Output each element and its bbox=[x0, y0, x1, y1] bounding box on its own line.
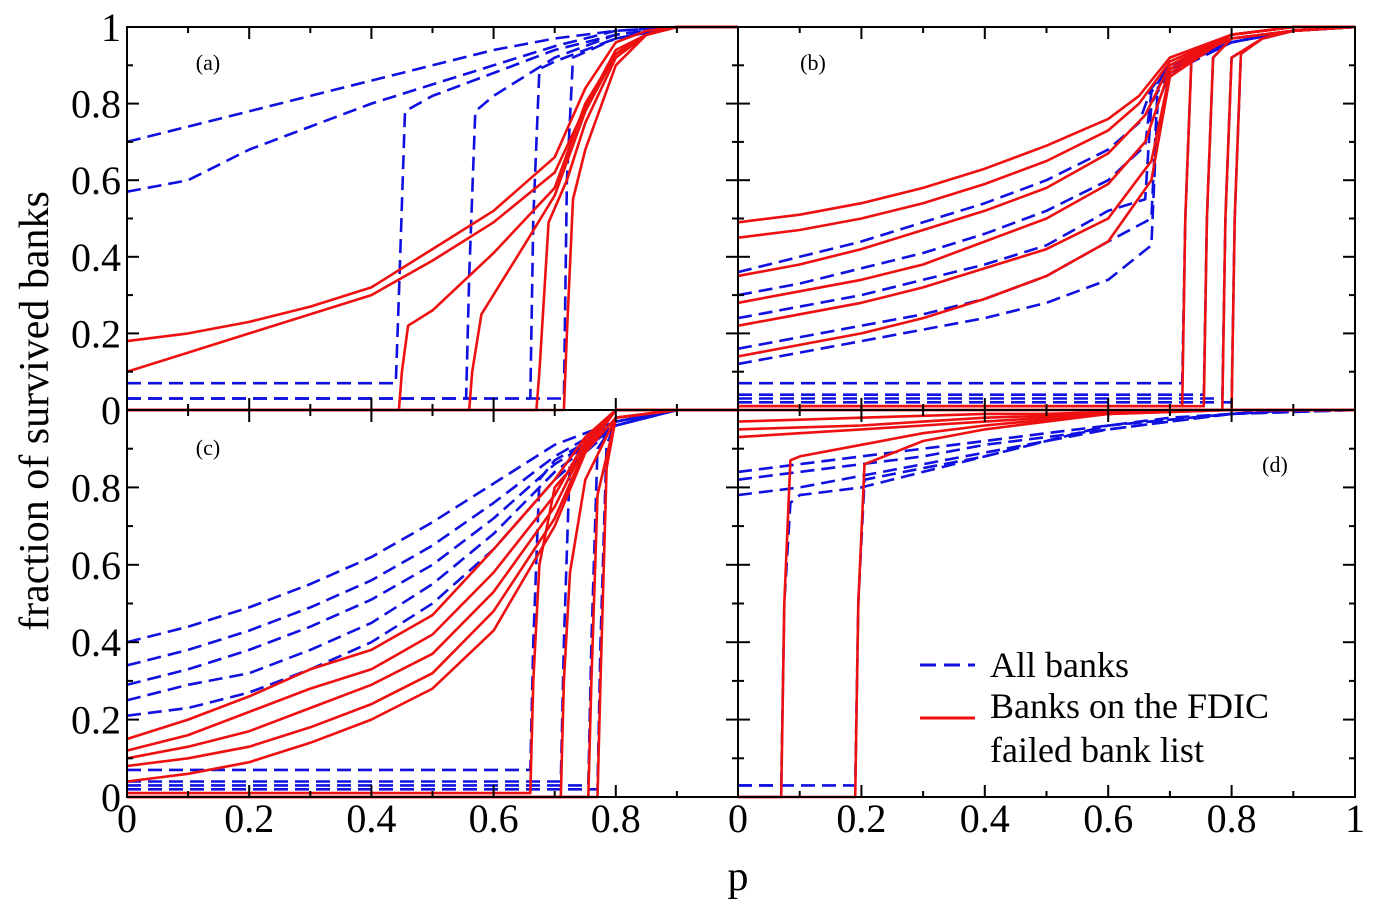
y-tick-label: 0.8 bbox=[71, 82, 121, 127]
x-tick-label: 0.8 bbox=[1207, 796, 1257, 841]
series-all-banks-6 bbox=[127, 408, 738, 783]
panel-2: 0 0.2 0.4 0.6 0.8 0 0.2 0.4 0.6 0.8 (c) bbox=[71, 408, 739, 841]
y-tick-label: 0.8 bbox=[71, 465, 121, 510]
x-tick-label: 0 bbox=[728, 796, 748, 841]
series-all-banks-7 bbox=[738, 25, 1355, 400]
series-all-banks-0 bbox=[738, 25, 1355, 274]
y-tick-label: 0 bbox=[101, 388, 121, 433]
y-tick-label: 0.6 bbox=[71, 543, 121, 588]
series-all-banks-1 bbox=[127, 25, 738, 193]
series-all-banks-7 bbox=[127, 408, 738, 787]
series-fdic-failed-9 bbox=[738, 25, 1355, 224]
series-fdic-failed-15 bbox=[738, 25, 1355, 408]
x-tick-label: 0.6 bbox=[469, 796, 519, 841]
series-fdic-failed-11 bbox=[127, 25, 738, 412]
panel-label: (a) bbox=[196, 50, 220, 75]
panel-3: 0 0.2 0.4 0.6 0.8 1 (d) bbox=[728, 408, 1365, 841]
panel-1: (b) bbox=[737, 25, 1356, 412]
series-group bbox=[127, 25, 738, 412]
series-all-banks-5 bbox=[738, 25, 1355, 385]
series-group bbox=[738, 25, 1355, 412]
series-fdic-failed-14 bbox=[738, 25, 1355, 358]
x-tick-label: 0.2 bbox=[224, 796, 274, 841]
x-tick-label: 0.6 bbox=[1083, 796, 1133, 841]
x-tick-label: 0.4 bbox=[960, 796, 1010, 841]
legend-label-all-banks: All banks bbox=[990, 645, 1129, 685]
legend-label-fdic-failed-line2: failed bank list bbox=[990, 730, 1204, 770]
y-tick-label: 0 bbox=[101, 775, 121, 820]
series-fdic-failed-13 bbox=[738, 25, 1355, 327]
series-fdic-failed-11 bbox=[738, 25, 1355, 278]
series-fdic-failed-10 bbox=[738, 25, 1355, 239]
x-tick-label: 0.2 bbox=[836, 796, 886, 841]
legend: All banks Banks on the FDIC failed bank … bbox=[920, 645, 1269, 770]
series-all-banks-2 bbox=[738, 25, 1355, 320]
series-fdic-failed-9 bbox=[738, 408, 1355, 799]
x-tick-label: 0.8 bbox=[591, 796, 641, 841]
y-tick-label: 0.2 bbox=[71, 698, 121, 743]
series-fdic-failed-6 bbox=[127, 25, 738, 343]
x-tick-label: 0.4 bbox=[346, 796, 396, 841]
series-fdic-failed-12 bbox=[127, 408, 738, 768]
panel-label: (c) bbox=[196, 435, 220, 460]
series-all-banks-4 bbox=[738, 408, 1355, 787]
x-axis-title: p bbox=[728, 854, 749, 900]
y-tick-label: 1 bbox=[101, 5, 121, 50]
series-fdic-failed-7 bbox=[127, 25, 738, 373]
series-fdic-failed-12 bbox=[738, 25, 1355, 305]
series-group bbox=[127, 408, 738, 799]
panel-label: (d) bbox=[1262, 452, 1288, 477]
y-tick-label: 0.4 bbox=[71, 620, 121, 665]
series-all-banks-5 bbox=[127, 408, 738, 772]
series-fdic-failed-11 bbox=[127, 408, 738, 760]
series-group bbox=[738, 408, 1355, 799]
series-all-banks-8 bbox=[127, 408, 738, 791]
y-tick-label: 0.4 bbox=[71, 235, 121, 280]
y-axis-title: fraction of survived banks bbox=[12, 191, 58, 631]
x-tick-label: 0 bbox=[117, 796, 137, 841]
series-fdic-failed-14 bbox=[127, 408, 738, 795]
y-tick-label: 0.6 bbox=[71, 158, 121, 203]
series-fdic-failed-16 bbox=[738, 25, 1355, 408]
series-all-banks-2 bbox=[127, 25, 738, 385]
legend-label-fdic-failed-line1: Banks on the FDIC bbox=[990, 686, 1269, 726]
panel-label: (b) bbox=[800, 50, 826, 75]
x-tick-label: 1 bbox=[1345, 796, 1365, 841]
panels-group: 0 0.2 0.4 0.6 0.8 1 (a) (b) 0 0.2 0.4 0.6 0.8 0 0.2 0.4… bbox=[71, 5, 1365, 841]
series-all-banks-2 bbox=[127, 408, 738, 687]
series-all-banks-0 bbox=[127, 408, 738, 644]
panel-0: 0 0.2 0.4 0.6 0.8 1 (a) bbox=[71, 5, 739, 433]
series-all-banks-4 bbox=[738, 25, 1355, 366]
series-fdic-failed-13 bbox=[127, 408, 738, 783]
y-tick-label: 0.2 bbox=[71, 311, 121, 356]
